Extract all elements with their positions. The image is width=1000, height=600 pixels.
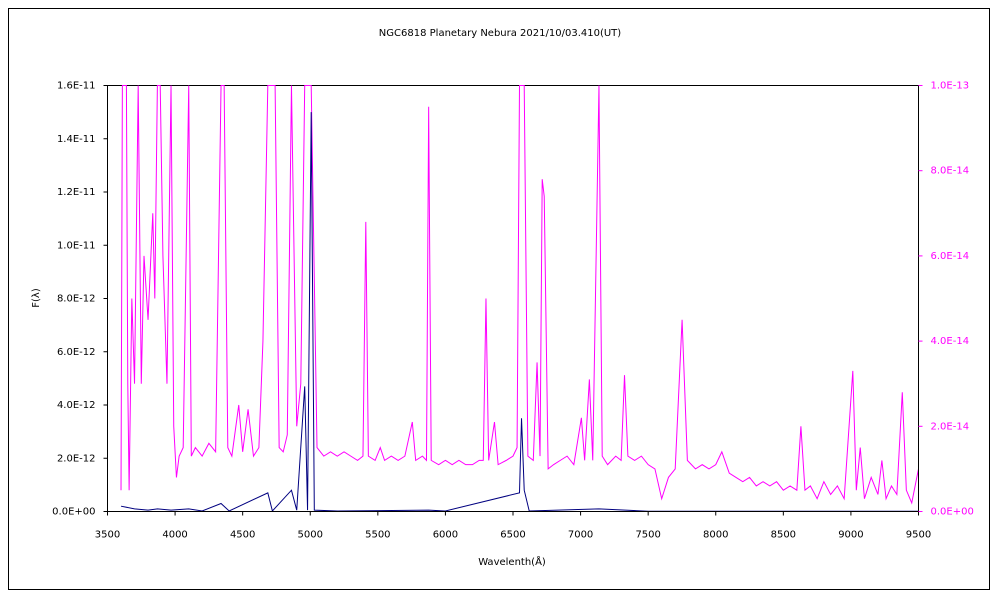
x-axis-label: Wavelenth(Å) <box>478 555 546 568</box>
y-tick-label: 1.4E-11 <box>57 134 96 145</box>
plot-area <box>107 85 919 512</box>
y-tick-label: 0.0E+00 <box>52 507 95 518</box>
y-tick-label: 2.0E-12 <box>57 453 96 464</box>
x-tick-label: 8000 <box>703 530 728 541</box>
y-tick-label: 1.6E-11 <box>57 81 96 92</box>
y-tick-label: 8.0E-12 <box>57 294 96 305</box>
y-axis-label: F(λ) <box>31 288 42 308</box>
x-tick-label: 6000 <box>433 530 458 541</box>
x-tick-label: 5000 <box>298 530 323 541</box>
y2-tick-label: 4.0E-14 <box>931 336 970 347</box>
plot-lines <box>120 85 918 511</box>
x-tick-label: 6500 <box>500 530 525 541</box>
y2-tick-label: 8.0E-14 <box>931 166 970 177</box>
spectrum-line <box>120 85 918 505</box>
x-tick-label: 4000 <box>162 530 187 541</box>
y2-tick-label: 2.0E-14 <box>931 421 970 432</box>
x-tick-label: 4500 <box>230 530 255 541</box>
spectrum-line <box>120 112 918 511</box>
chart-title: NGC6818 Planetary Nebura 2021/10/03.410(… <box>379 28 621 39</box>
y-tick-label: 4.0E-12 <box>57 400 96 411</box>
x-tick-label: 9000 <box>838 530 863 541</box>
y-tick-label: 1.0E-11 <box>57 240 96 251</box>
x-tick-label: 7000 <box>568 530 593 541</box>
y-tick-label: 1.2E-11 <box>57 187 96 198</box>
y2-tick-label: 1.0E-13 <box>931 81 970 92</box>
x-tick-label: 5500 <box>365 530 390 541</box>
x-tick-label: 9500 <box>906 530 931 541</box>
x-tick-label: 7500 <box>635 530 660 541</box>
x-tick-label: 3500 <box>95 530 120 541</box>
x-tick-label: 8500 <box>771 530 796 541</box>
y2-tick-label: 6.0E-14 <box>931 251 970 262</box>
y2-tick-label: 0.0E+00 <box>931 507 974 518</box>
y-tick-label: 6.0E-12 <box>57 347 96 358</box>
